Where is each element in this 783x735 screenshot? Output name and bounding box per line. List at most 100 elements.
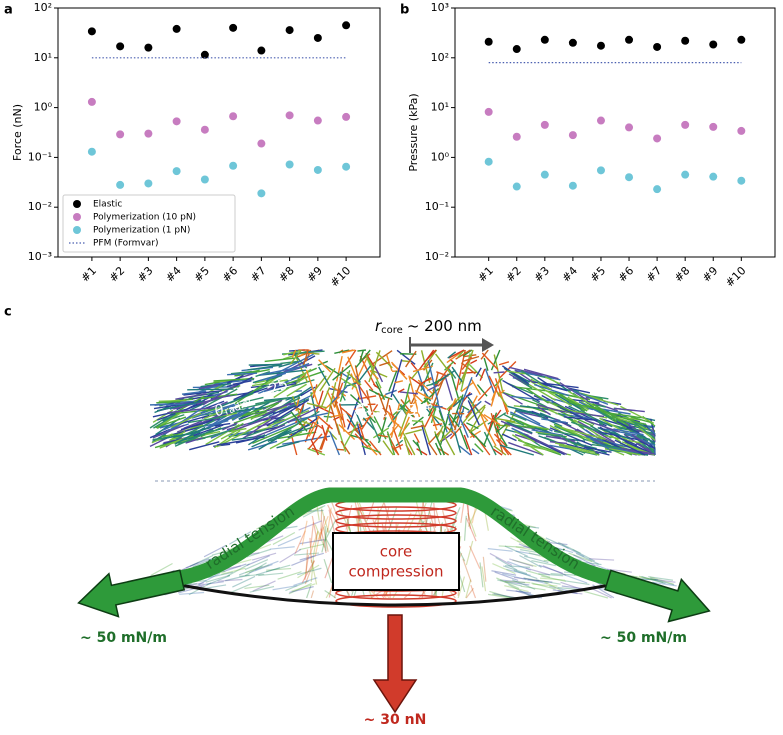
point xyxy=(314,34,322,42)
point xyxy=(314,166,322,174)
point xyxy=(144,130,152,138)
fiber xyxy=(308,434,322,449)
x-tick-label: #4 xyxy=(559,264,580,285)
core-label: compression xyxy=(348,563,443,581)
x-tick-label: #8 xyxy=(276,264,297,285)
point xyxy=(342,113,350,121)
fiber xyxy=(465,516,467,541)
y-tick-label: 10² xyxy=(34,1,52,14)
fiber xyxy=(470,546,480,569)
fiber xyxy=(470,360,476,363)
point xyxy=(116,130,124,138)
angle-label: θcore~ 50° xyxy=(355,401,434,421)
x-tick-label: #10 xyxy=(328,264,354,290)
point xyxy=(625,36,633,44)
force-arrow xyxy=(74,559,187,625)
fiber xyxy=(299,521,322,530)
fiber xyxy=(249,364,281,365)
point xyxy=(229,112,237,120)
fiber xyxy=(484,413,496,446)
fiber xyxy=(460,428,468,449)
y-tick-label: 10¹ xyxy=(431,101,449,114)
y-tick-label: 10⁻² xyxy=(425,250,449,263)
force-arrow xyxy=(602,559,716,632)
fiber xyxy=(218,580,243,582)
fiber xyxy=(405,430,421,434)
legend-swatch xyxy=(73,200,81,208)
x-tick-label: #6 xyxy=(220,264,241,285)
x-tick-label: #2 xyxy=(107,264,128,285)
point xyxy=(286,111,294,119)
x-tick-label: #5 xyxy=(588,264,609,285)
point xyxy=(229,162,237,170)
x-tick-label: #8 xyxy=(672,264,693,285)
point xyxy=(286,161,294,169)
fiber xyxy=(357,350,366,351)
fiber xyxy=(400,392,418,394)
fiber xyxy=(278,536,301,546)
point xyxy=(257,140,265,148)
point xyxy=(342,21,350,29)
x-tick-label: #3 xyxy=(531,264,552,285)
point xyxy=(597,117,605,125)
point xyxy=(681,121,689,129)
fiber xyxy=(325,526,326,551)
point xyxy=(709,173,717,181)
fiber xyxy=(480,562,483,587)
point xyxy=(569,131,577,139)
x-tick-label: #7 xyxy=(644,264,665,285)
point xyxy=(173,117,181,125)
fiber xyxy=(187,389,233,390)
y-tick-label: 10³ xyxy=(431,1,449,14)
force-arrow xyxy=(374,615,416,712)
point xyxy=(653,43,661,51)
point xyxy=(597,166,605,174)
value: ~ 200 nm xyxy=(407,317,482,335)
fiber xyxy=(265,358,295,361)
y-tick-label: 10⁻² xyxy=(28,200,52,213)
fiber xyxy=(368,445,377,455)
fiber xyxy=(425,350,436,362)
point xyxy=(144,179,152,187)
legend-label: Polymerization (1 pN) xyxy=(93,226,190,236)
fiber xyxy=(480,369,485,381)
point xyxy=(286,26,294,34)
fiber xyxy=(302,521,307,546)
point xyxy=(709,123,717,131)
point xyxy=(513,183,521,191)
y-tick-label: 10⁻¹ xyxy=(425,200,449,213)
point xyxy=(625,173,633,181)
x-tick-label: #2 xyxy=(503,264,524,285)
y-tick-label: 10⁰ xyxy=(34,101,53,114)
point xyxy=(88,148,96,156)
radius-label: rcore~ 200 nm xyxy=(375,317,482,337)
y-tick-label: 10⁻¹ xyxy=(28,150,52,163)
x-tick-label: #6 xyxy=(616,264,637,285)
fiber xyxy=(159,401,186,402)
y-tick-label: 10¹ xyxy=(34,51,52,64)
force-label: ~ 50 mN/m xyxy=(600,630,687,646)
fiber xyxy=(494,372,505,373)
fiber xyxy=(337,449,344,450)
point xyxy=(485,108,493,116)
point xyxy=(257,47,265,55)
point xyxy=(173,167,181,175)
fiber xyxy=(477,385,487,397)
fiber xyxy=(359,503,368,526)
core-label: core xyxy=(380,543,413,561)
x-tick-label: #1 xyxy=(78,264,99,285)
legend-swatch xyxy=(73,213,81,221)
y-tick-label: 10⁻³ xyxy=(28,250,52,263)
fiber xyxy=(378,435,388,437)
fiber xyxy=(502,434,516,441)
x-tick-label: #9 xyxy=(700,264,721,285)
subscript: core xyxy=(364,409,386,420)
panel-label: b xyxy=(400,3,409,18)
fiber xyxy=(306,549,308,574)
fiber xyxy=(385,390,396,394)
point xyxy=(709,40,717,48)
point xyxy=(88,98,96,106)
fiber xyxy=(229,584,252,594)
y-tick-label: 10⁰ xyxy=(431,150,450,163)
